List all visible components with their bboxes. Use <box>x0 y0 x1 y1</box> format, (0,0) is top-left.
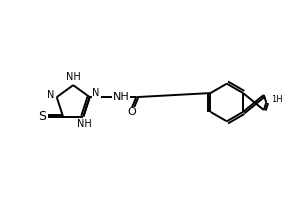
Text: NH: NH <box>112 92 129 102</box>
Text: S: S <box>38 110 46 123</box>
Text: O: O <box>127 107 136 117</box>
Text: 1H: 1H <box>272 95 283 104</box>
Text: N: N <box>92 88 100 98</box>
Text: NH: NH <box>76 119 91 129</box>
Text: NH: NH <box>66 72 81 82</box>
Text: N: N <box>46 90 54 100</box>
